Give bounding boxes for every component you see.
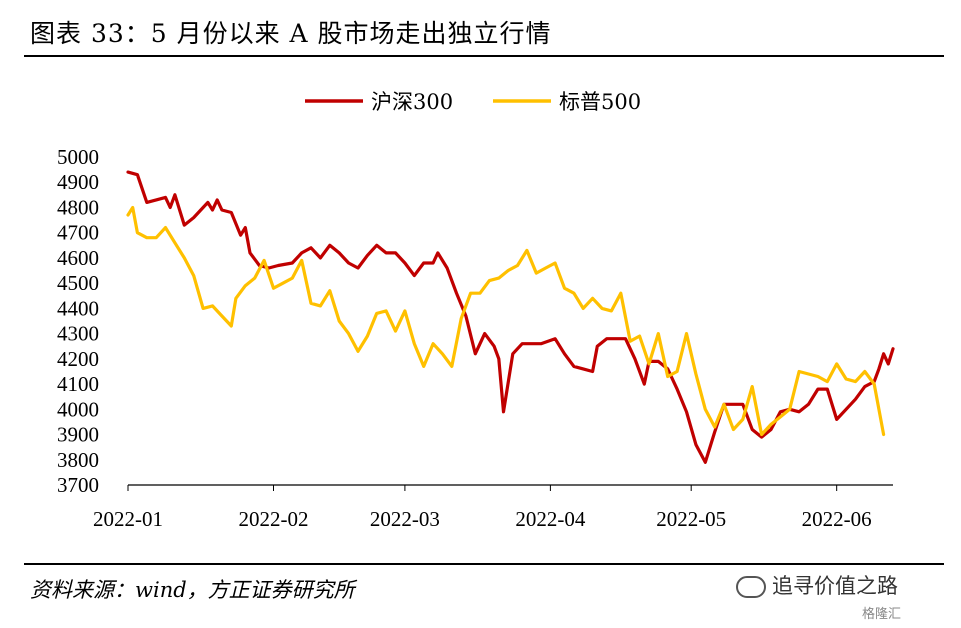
legend: 沪深300 标普500 (305, 90, 641, 114)
y-tick-label: 4100 (57, 372, 99, 396)
y-tick-label: 4300 (57, 322, 99, 346)
x-tick-label: 2022-05 (656, 507, 726, 531)
series-lines (126, 170, 895, 464)
source-note: 资料来源：wind，方正证券研究所 (30, 578, 355, 602)
watermark-text: 追寻价值之路 (772, 574, 898, 598)
wechat-icon (736, 576, 766, 598)
y-axis: 3700380039004000410042004300440045004600… (57, 145, 99, 497)
hs300-line (126, 170, 895, 464)
x-tick-label: 2022-06 (802, 507, 872, 531)
page-title: 图表 33：5 月份以来 A 股市场走出独立行情 (30, 19, 552, 48)
y-tick-label: 4400 (57, 296, 99, 320)
y-tick-label: 4700 (57, 221, 99, 245)
watermark: 追寻价值之路 (736, 570, 898, 600)
legend-sp500: 标普500 (559, 90, 641, 114)
y-tick-label: 3700 (57, 473, 99, 497)
y-tick-label: 4000 (57, 397, 99, 421)
y-tick-label: 4500 (57, 271, 99, 295)
x-tick-label: 2022-04 (515, 507, 585, 531)
x-tick-label: 2022-01 (93, 507, 163, 531)
bottom-rule (24, 563, 944, 565)
x-tick-label: 2022-02 (238, 507, 308, 531)
y-tick-label: 4800 (57, 195, 99, 219)
y-tick-label: 3800 (57, 448, 99, 472)
y-tick-label: 4600 (57, 246, 99, 270)
x-tick-label: 2022-03 (370, 507, 440, 531)
top-rule (24, 55, 944, 57)
y-tick-label: 5000 (57, 145, 99, 169)
badge: 格隆汇 (862, 607, 902, 622)
y-tick-label: 4900 (57, 170, 99, 194)
x-axis: 2022-01 2022-02 2022-03 2022-04 2022-05 2022-… (93, 484, 893, 531)
y-tick-label: 4200 (57, 347, 99, 371)
y-tick-label: 3900 (57, 423, 99, 447)
legend-hs300: 沪深300 (371, 90, 453, 114)
sp500-line (126, 205, 886, 437)
